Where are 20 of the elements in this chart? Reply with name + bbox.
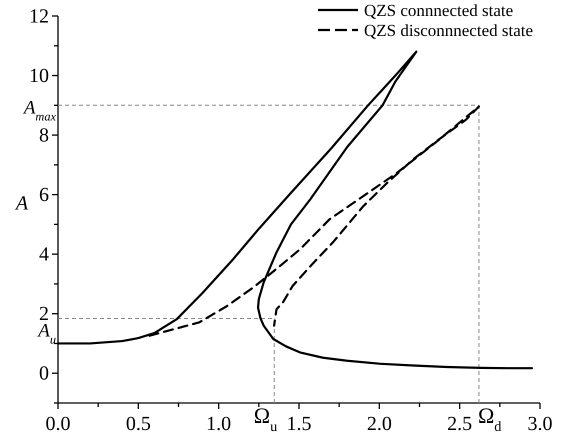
y-tick-label: 6 bbox=[39, 184, 49, 206]
y-tick-label: 0 bbox=[39, 362, 49, 385]
y-axis-title: A bbox=[14, 192, 29, 214]
legend-label: QZS disconnnected state bbox=[364, 21, 534, 40]
ref-line-label: Ω$_{u}$ bbox=[254, 403, 278, 435]
x-tick-label: 2.0 bbox=[366, 413, 392, 435]
ref-line-label: Ω$_{d}$ bbox=[478, 403, 502, 435]
x-tick-label: 2.5 bbox=[447, 413, 472, 435]
x-tick-label: 3.0 bbox=[528, 413, 552, 435]
x-tick-label: 0.0 bbox=[46, 413, 70, 435]
x-tick-label: 0.5 bbox=[126, 413, 151, 435]
y-tick-label: 8 bbox=[39, 124, 49, 146]
line-series bbox=[148, 105, 480, 337]
y-tick-label: 10 bbox=[29, 64, 49, 87]
x-tick-label: 1.5 bbox=[286, 413, 312, 435]
ref-line-label: A$_{max}$ bbox=[22, 97, 57, 124]
y-tick-label: 12 bbox=[29, 5, 49, 28]
y-tick-label: 4 bbox=[39, 244, 49, 266]
x-tick-label: 1.0 bbox=[206, 413, 232, 435]
legend-label: QZS connnected state bbox=[364, 1, 514, 20]
